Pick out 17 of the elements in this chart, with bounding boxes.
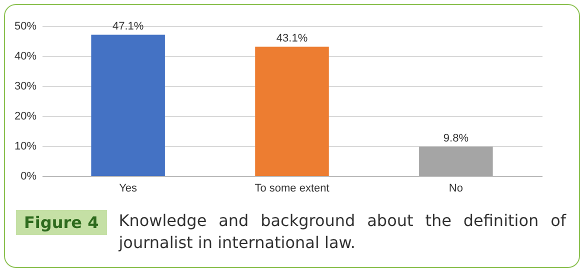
y-tick-label: 20% (14, 110, 37, 122)
x-tick-label: Yes (119, 182, 138, 194)
bar (91, 34, 165, 176)
y-tick-label: 50% (14, 20, 37, 32)
x-tick-label: No (448, 182, 463, 194)
data-label: 43.1% (276, 32, 308, 45)
x-tick-label: To some extent (254, 182, 330, 194)
bar (255, 46, 329, 176)
bar (419, 146, 493, 176)
y-tick-label: 10% (14, 140, 37, 152)
caption: Figure 4 (16, 210, 107, 235)
data-label: 9.8% (443, 132, 469, 145)
y-tick-label: 40% (14, 50, 37, 62)
y-tick-label: 30% (14, 80, 37, 92)
y-tick-label: 0% (20, 170, 37, 182)
text: Knowledge and background about the definition of journalist in international law. (118, 210, 566, 254)
data-label: 47.1% (112, 20, 144, 33)
